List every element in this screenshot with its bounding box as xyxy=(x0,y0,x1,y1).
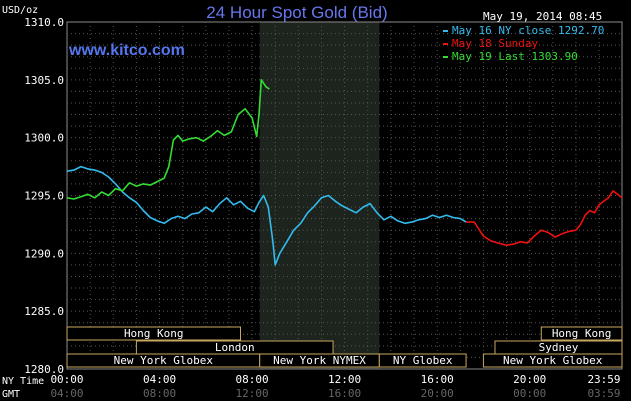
y-tick-label: 1300.0 xyxy=(24,132,64,145)
x-tick-label-gmt: 03:59 xyxy=(587,387,620,400)
legend-swatch xyxy=(443,56,448,58)
x-tick-label-ny: 04:00 xyxy=(143,373,176,386)
session-label: Sydney xyxy=(539,341,579,354)
x-tick-label-gmt: 12:00 xyxy=(236,387,269,400)
x-tick-label-gmt: 00:00 xyxy=(513,387,546,400)
legend-swatch xyxy=(443,30,448,32)
y-axis-unit-label: USD/oz xyxy=(2,5,38,16)
x-tick-label-gmt: 16:00 xyxy=(328,387,361,400)
chart-timestamp: May 19, 2014 08:45 xyxy=(483,10,602,23)
chart-title: 24 Hour Spot Gold (Bid) xyxy=(206,3,387,22)
legend-label: May 18 Sunday xyxy=(452,37,538,50)
session-label: Hong Kong xyxy=(124,327,184,340)
y-tick-label: 1305.0 xyxy=(24,74,64,87)
x-tick-label-ny: 20:00 xyxy=(513,373,546,386)
session-bar xyxy=(66,326,242,341)
x-tick-label-ny: 12:00 xyxy=(328,373,361,386)
x-tick-label-gmt: 04:00 xyxy=(50,387,83,400)
legend-label: May 19 Last 1303.90 xyxy=(452,50,578,63)
session-bar xyxy=(540,326,623,341)
x-tick-label-ny: 23:59 xyxy=(587,373,620,386)
x-tick-label-gmt: 08:00 xyxy=(143,387,176,400)
series-line xyxy=(66,165,467,266)
x-axis-ny-time-label: NY Time xyxy=(2,376,44,387)
x-tick-label-gmt: 20:00 xyxy=(421,387,454,400)
session-label: London xyxy=(215,341,255,354)
y-tick-label: 1285.0 xyxy=(24,305,64,318)
series-line xyxy=(466,190,623,246)
session-label: NY Globex xyxy=(393,354,453,367)
session-label: New York Globex xyxy=(114,354,214,367)
x-axis-gmt-label: GMT xyxy=(2,389,20,400)
session-bar xyxy=(482,353,623,368)
series-line xyxy=(66,79,270,200)
session-label: New York NYMEX xyxy=(273,354,366,367)
site-watermark: www.kitco.com xyxy=(68,42,185,59)
x-tick-label-ny: 08:00 xyxy=(236,373,269,386)
x-tick-label-ny: 00:00 xyxy=(50,373,83,386)
session-bar xyxy=(378,353,467,368)
session-label: New York Globex xyxy=(503,354,603,367)
y-tick-label: 1295.0 xyxy=(24,190,64,203)
y-tick-label: 1280.0 xyxy=(24,363,64,376)
legend-label: May 16 NY close 1292.70 xyxy=(452,24,604,37)
x-tick-label-ny: 16:00 xyxy=(421,373,454,386)
y-tick-label: 1310.0 xyxy=(24,16,64,29)
legend-swatch xyxy=(443,43,448,45)
session-label: Hong Kong xyxy=(552,327,612,340)
y-tick-label: 1290.0 xyxy=(24,247,64,260)
